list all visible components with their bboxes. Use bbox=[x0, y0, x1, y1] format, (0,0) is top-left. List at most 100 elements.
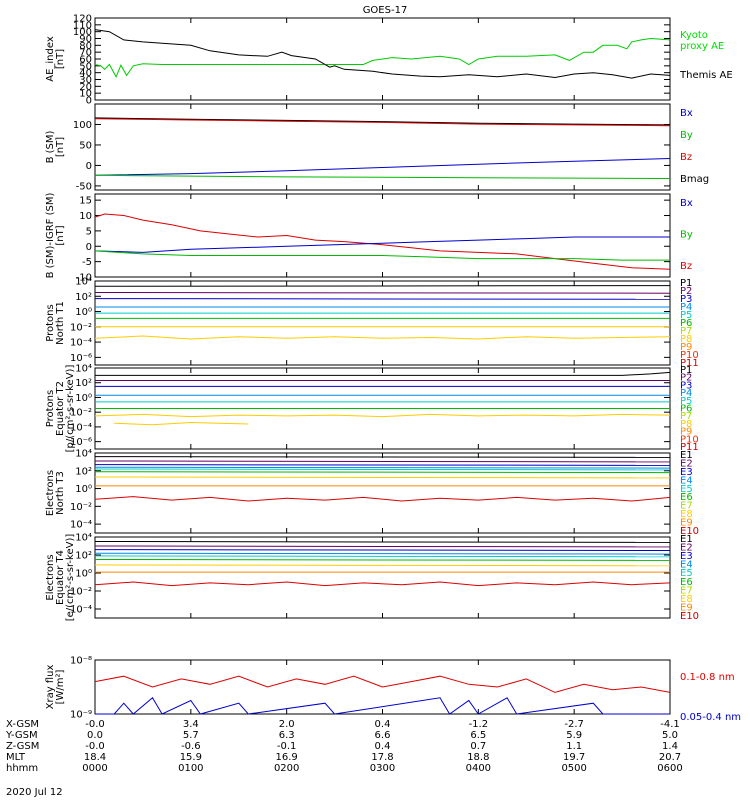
panel-bsm: -50 0 50 100 B (SM) [nT] Bx By Bz Bmag bbox=[45, 103, 709, 192]
series-line bbox=[94, 468, 671, 471]
legend-label: E9 bbox=[680, 602, 693, 613]
y-axis-label: [nT] bbox=[55, 49, 66, 69]
footer-value: 15.9 bbox=[180, 752, 202, 763]
y-axis-label: [W/m²] bbox=[55, 669, 66, 704]
series-line bbox=[94, 250, 670, 261]
legend-label: By bbox=[680, 230, 693, 241]
y-axis-label: Electrons bbox=[45, 470, 56, 516]
y-tick-label: 10⁻² bbox=[70, 587, 92, 598]
footer-value: -0.1 bbox=[277, 741, 297, 752]
footer-value: 0600 bbox=[657, 763, 682, 774]
y-tick-label: 10⁰ bbox=[75, 307, 92, 318]
series-line bbox=[94, 117, 671, 126]
legend-label: Bz bbox=[680, 152, 692, 163]
footer-value: 18.8 bbox=[467, 752, 489, 763]
legend-label: E3 bbox=[680, 467, 693, 478]
y-tick-label: 50 bbox=[79, 140, 92, 151]
footer-value: -0.6 bbox=[181, 741, 201, 752]
legend-label: E1 bbox=[680, 534, 693, 545]
footer-value: 0300 bbox=[370, 763, 395, 774]
series-line bbox=[94, 496, 671, 502]
footer-row-label: X-GSM bbox=[6, 719, 39, 730]
legend-label: E7 bbox=[680, 501, 693, 512]
y-tick-label: 50 bbox=[79, 61, 92, 72]
footer-value: -2.7 bbox=[564, 719, 584, 730]
series-line bbox=[94, 29, 671, 79]
y-axis-label: North T3 bbox=[55, 471, 66, 515]
footer-value: 16.9 bbox=[276, 752, 298, 763]
legend-label: 0.1-0.8 nm bbox=[680, 672, 735, 683]
y-tick-label: 60 bbox=[79, 55, 92, 66]
series-line bbox=[94, 545, 671, 548]
series-line bbox=[94, 555, 671, 558]
legend-label: P8 bbox=[680, 419, 692, 430]
series-line bbox=[94, 466, 671, 469]
footer-row-label: hhmm bbox=[6, 763, 38, 774]
panel-electrons4: 10⁻⁴ 10⁻² 10⁰ 10² 10⁴ Electrons Equator T4 [e/(… bbox=[45, 533, 699, 623]
y-axis-label: [p/(cm²-s-sr-keV)] bbox=[65, 365, 76, 453]
y-axis-label: Electrons bbox=[45, 554, 56, 600]
panel-frame bbox=[94, 536, 671, 619]
series-line bbox=[94, 552, 671, 555]
legend-label: By bbox=[680, 130, 693, 141]
y-tick-label: 10⁴ bbox=[75, 533, 92, 544]
y-axis-label: [nT] bbox=[55, 225, 66, 245]
y-axis-label: B (SM) bbox=[45, 130, 56, 163]
footer-row-label: Z-GSM bbox=[6, 741, 39, 752]
panel-bigrf: -10 -5 0 5 10 15 B (SM)-IGRF (SM) [nT] Bx By Bz bbox=[45, 193, 693, 284]
series-line bbox=[94, 174, 671, 179]
legend-label: E2 bbox=[680, 543, 693, 554]
y-tick-label: 70 bbox=[79, 48, 92, 59]
legend-label: E1 bbox=[680, 450, 693, 461]
footer-value: 6.3 bbox=[279, 730, 295, 741]
legend-label: E6 bbox=[680, 492, 693, 503]
legend-label: P7 bbox=[680, 411, 692, 422]
y-axis-label: AE_index bbox=[45, 36, 56, 82]
footer-value: 0200 bbox=[274, 763, 299, 774]
y-axis-label: Protons bbox=[45, 390, 56, 427]
footer-value: 6.6 bbox=[375, 730, 391, 741]
legend-label: P4 bbox=[680, 388, 692, 399]
footer-value: 0.0 bbox=[87, 730, 103, 741]
legend-label: P11 bbox=[680, 358, 699, 369]
y-axis-label: Xray flux bbox=[45, 665, 56, 710]
footer-value: 3.4 bbox=[183, 719, 199, 730]
legend-label: P8 bbox=[680, 334, 692, 345]
y-tick-label: 10⁻⁴ bbox=[70, 605, 92, 616]
y-tick-label: 0 bbox=[86, 161, 92, 172]
footer-value: 20.7 bbox=[659, 752, 681, 763]
y-tick-label: 90 bbox=[79, 34, 92, 45]
footer-value: 1.4 bbox=[662, 741, 678, 752]
legend-label: P10 bbox=[680, 350, 699, 361]
y-tick-label: 10² bbox=[75, 551, 92, 562]
panel-frame bbox=[94, 193, 671, 278]
legend-label: P7 bbox=[680, 326, 692, 337]
legend-label: E5 bbox=[680, 484, 693, 495]
footer-value: 6.5 bbox=[470, 730, 486, 741]
legend-label: Kyoto bbox=[680, 30, 708, 41]
legend-label: P5 bbox=[680, 310, 692, 321]
y-tick-label: -5 bbox=[82, 257, 92, 268]
series-line bbox=[94, 549, 671, 551]
footer-value: 19.7 bbox=[563, 752, 585, 763]
legend-label: E6 bbox=[680, 577, 693, 588]
y-axis-label: Equator T2 bbox=[55, 381, 66, 436]
legend-label: Themis AE bbox=[679, 70, 733, 81]
footer-value: -0.0 bbox=[85, 719, 105, 730]
series-line bbox=[94, 476, 671, 479]
panel-frame bbox=[94, 280, 671, 366]
series-line bbox=[94, 456, 671, 458]
y-tick-label: -10 bbox=[76, 273, 92, 284]
plot-title: GOES-17 bbox=[363, 5, 408, 16]
y-tick-label: 10⁰ bbox=[75, 393, 92, 404]
legend-label: E7 bbox=[680, 585, 693, 596]
y-tick-label: 10⁴ bbox=[75, 364, 92, 375]
footer-value: 0000 bbox=[82, 763, 107, 774]
y-tick-label: 0 bbox=[86, 96, 92, 107]
y-tick-label: 10 bbox=[79, 211, 92, 222]
legend-label: P1 bbox=[680, 278, 692, 289]
panel-protons2: 10⁻⁶ 10⁻⁴ 10⁻² 10⁰ 10² 10⁴ Protons Equator T2 [p… bbox=[45, 364, 699, 454]
legend-label: E9 bbox=[680, 518, 693, 529]
series-line bbox=[94, 559, 671, 561]
